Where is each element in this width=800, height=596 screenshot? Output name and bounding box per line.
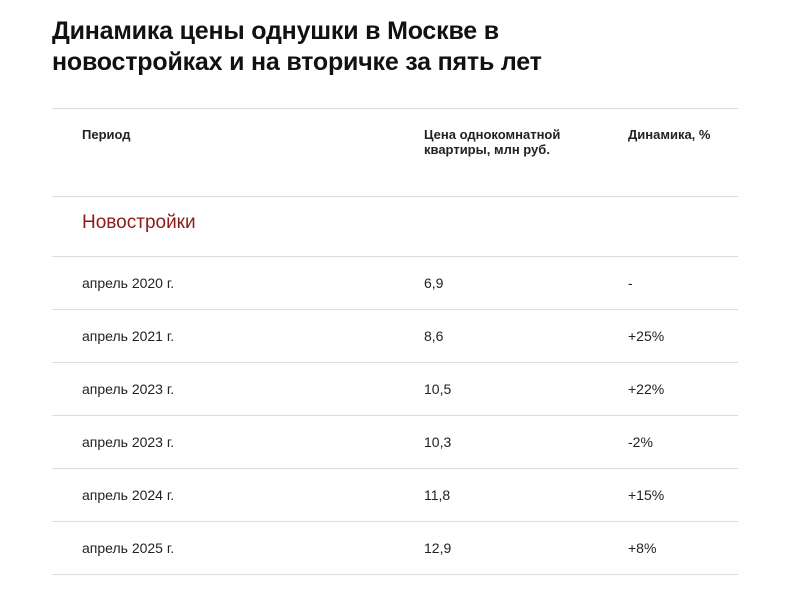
table-cell: 8,6: [424, 328, 444, 344]
table-cell: 6,9: [424, 275, 444, 291]
divider: [52, 196, 738, 197]
divider: [52, 362, 738, 363]
divider: [52, 108, 738, 109]
divider: [52, 309, 738, 310]
table-cell: -: [628, 275, 633, 291]
divider: [52, 256, 738, 257]
table-cell: апрель 2020 г.: [82, 275, 175, 291]
table-cell: -2%: [628, 434, 653, 450]
table-cell: апрель 2025 г.: [82, 540, 175, 556]
divider: [52, 468, 738, 469]
section-title: Новостройки: [82, 212, 196, 233]
column-header: Цена однокомнатной квартиры, млн руб.: [424, 127, 561, 157]
table-cell: +15%: [628, 487, 665, 503]
column-header: Период: [82, 127, 131, 142]
divider: [52, 415, 738, 416]
table-cell: 12,9: [424, 540, 452, 556]
table-cell: апрель 2024 г.: [82, 487, 175, 503]
table-cell: апрель 2021 г.: [82, 328, 175, 344]
table-cell: 11,8: [424, 487, 451, 503]
table-cell: 10,5: [424, 381, 452, 397]
table-cell: +22%: [628, 381, 665, 397]
table-cell: 10,3: [424, 434, 452, 450]
title: Динамика цены однушки в Москве в новостр…: [52, 17, 542, 76]
divider: [52, 521, 738, 522]
divider: [52, 574, 738, 575]
table-cell: апрель 2023 г.: [82, 434, 175, 450]
table-cell: +25%: [628, 328, 665, 344]
column-header: Динамика, %: [628, 127, 711, 142]
table-cell: +8%: [628, 540, 657, 556]
table-cell: апрель 2023 г.: [82, 381, 175, 397]
